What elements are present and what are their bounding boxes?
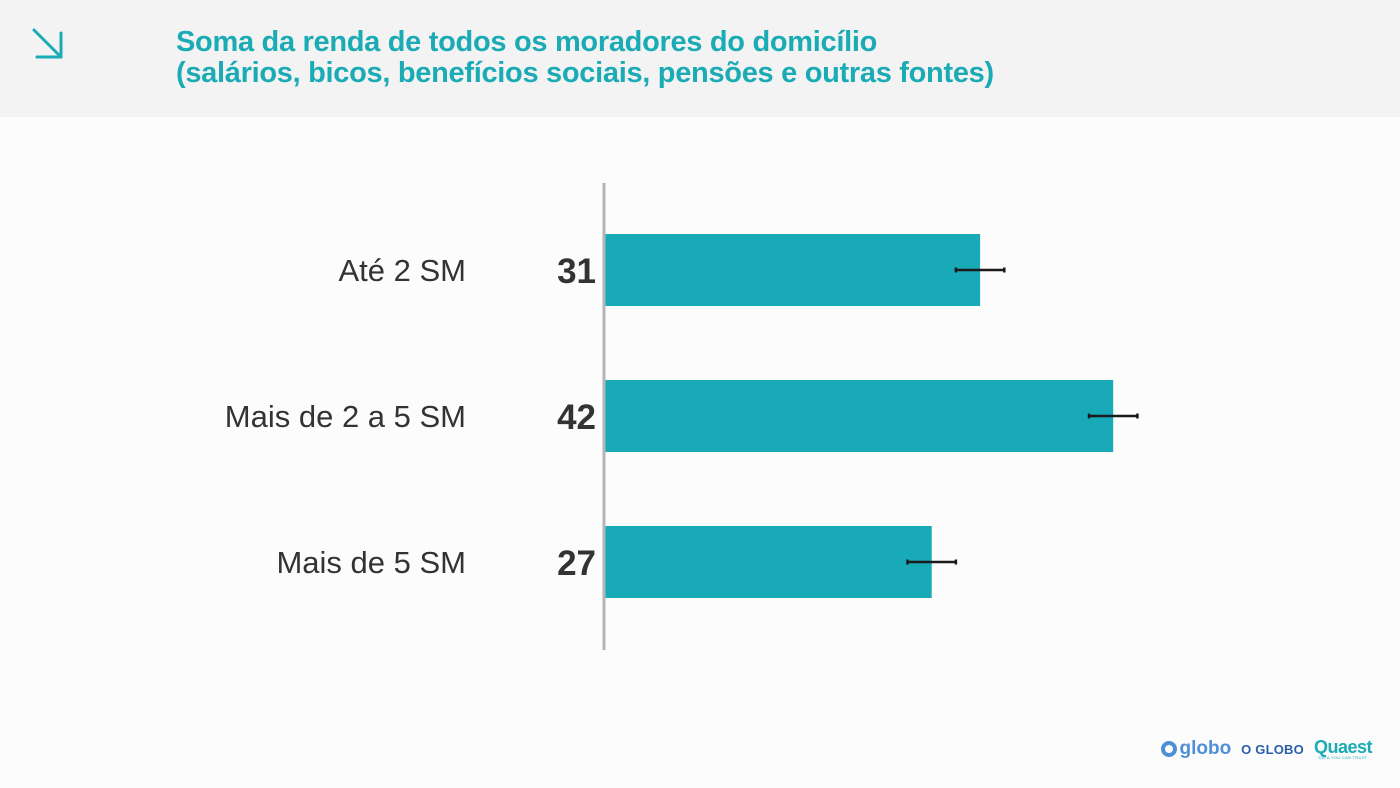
value-label: 31 [557,252,596,291]
quaest-logo-text: Quaest [1313,737,1373,757]
globo-logo-icon [1161,741,1178,757]
category-label: Mais de 5 SM [276,545,466,580]
chart-title-line-2: (salários, bicos, benefícios sociais, pe… [176,57,994,89]
bar [605,526,932,598]
bar [605,234,981,306]
header-band: Soma da renda de todos os moradores do d… [0,0,1400,117]
globo-logo-text: globo [1179,738,1232,759]
bar-chart: Até 2 SM 31 Mais de 2 a 5 SM 42 Mais de 5 SM… [225,183,1139,650]
footer-logos: globo O GLOBO Quaest DATA YOU CAN TRUST [1161,737,1373,760]
oglobo-logo: O GLOBO [1241,741,1304,757]
chart-title-line-1: Soma da renda de todos os moradores do d… [176,26,878,58]
bar [605,380,1114,452]
value-label: 27 [557,544,596,583]
category-label: Mais de 2 a 5 SM [225,399,466,434]
arrow-down-right-icon [32,28,63,59]
value-label: 42 [557,398,596,437]
category-label: Até 2 SM [339,253,467,288]
chart-title: Soma da renda de todos os moradores do d… [176,27,994,89]
globo-logo: globo [1161,738,1231,760]
quaest-logo-tagline: DATA YOU CAN TRUST [1318,755,1368,760]
quaest-logo: Quaest DATA YOU CAN TRUST [1313,737,1373,760]
